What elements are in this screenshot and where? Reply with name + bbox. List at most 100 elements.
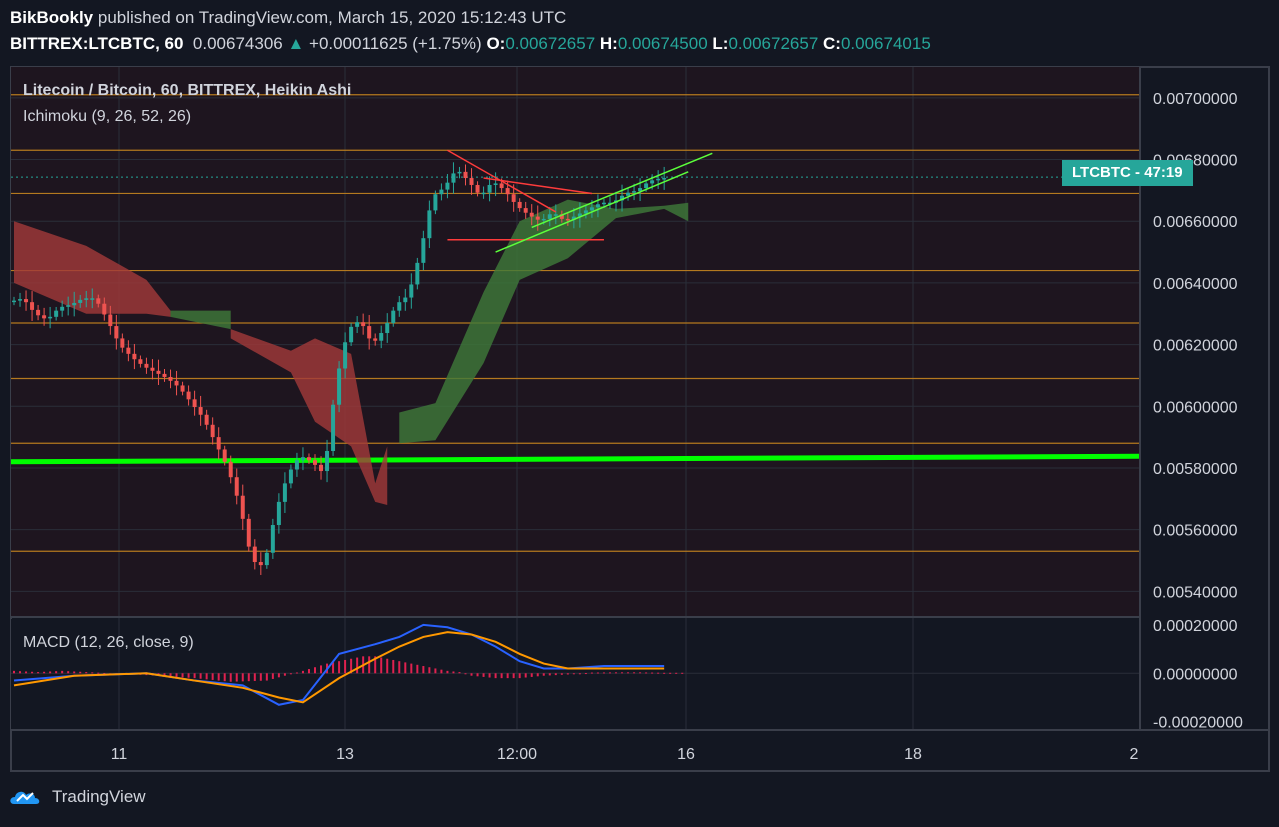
candle-body [78,299,83,303]
candle-body [331,404,336,451]
candle-body [108,314,113,327]
candle-body [72,302,77,306]
candle-body [222,449,227,462]
candle-body [469,178,474,185]
macd-histogram-bar [356,657,359,674]
macd-histogram-bar [530,673,533,677]
macd-histogram-bar [398,661,401,674]
support-line [10,453,1140,465]
price-tick-label: 0.00640000 [1153,276,1238,293]
candle-body [54,310,59,317]
ichimoku-cloud [14,199,689,505]
macd-histogram-bar [217,673,220,681]
candle-body [541,218,546,221]
macd-tick-label: 0.00000000 [1153,666,1238,683]
macd-histogram-bar [241,673,244,682]
cloud-bearish [14,221,171,317]
candle-body [409,284,414,298]
macd-histogram-bar [524,673,527,678]
macd-histogram-bar [91,672,94,674]
time-tick-label: 13 [336,746,354,763]
cloud-bearish [230,329,388,505]
candle-body [662,178,667,180]
macd-histogram-bar [657,672,660,674]
candle-body [577,213,582,217]
macd-histogram-bar [19,671,22,674]
candle-body [48,316,53,319]
candle-body [385,322,390,334]
macd-histogram-bar [404,662,407,674]
candle-body [632,191,637,193]
published-text: published on TradingView.com, March 15, … [97,8,567,27]
macd-histogram-bar [283,673,286,676]
candle-body [535,216,540,220]
candle-body [30,302,35,310]
candle-body [210,424,215,438]
chart-legend-title[interactable]: Litecoin / Bitcoin, 60, BITTREX, Heikin … [23,82,352,99]
author-name[interactable]: BikBookly [10,8,94,27]
candle-body [367,326,372,339]
macd-histogram-bar [464,673,467,675]
candle-body [132,353,137,360]
time-tick-label: 16 [677,746,695,763]
close-label: C: [823,34,841,53]
macd-histogram-bar [500,673,503,679]
candle-body [445,182,450,190]
macd-histogram-bar [247,673,250,682]
candle-body [192,399,197,408]
candle-body [433,194,438,211]
candle-body [288,469,293,484]
candle-body [126,347,131,354]
candle-body [276,501,281,526]
symbol-label: BITTREX:LTCBTC, 60 [10,34,184,53]
candle-body [294,460,299,470]
price-tick-label: 0.00620000 [1153,338,1238,355]
macd-histogram-bar [596,672,599,674]
candle-body [349,326,354,343]
price-axis[interactable]: 0.007000000.006800000.006600000.00640000… [1153,91,1243,732]
candle-body [427,210,432,239]
candle-body [553,214,558,216]
macd-legend[interactable]: MACD (12, 26, close, 9) [23,634,194,651]
macd-histogram-bar [229,673,232,682]
macd-histogram-bar [175,673,178,677]
macd-histogram-bar [615,672,617,674]
candle-body [559,214,564,219]
macd-histogram-bar [392,659,395,674]
candle-body [246,518,251,547]
macd-histogram-bar [380,657,383,674]
macd-histogram-bar [536,673,539,677]
candle-body [517,201,522,209]
price-tick-label: 0.00600000 [1153,399,1238,416]
cloud-bullish [170,310,231,330]
candle-body [90,298,95,300]
macd-histogram-bar [681,672,684,674]
macd-histogram-bar [440,669,443,674]
macd-histogram-bar [55,671,58,674]
macd-histogram-bar [506,673,509,679]
candle-body [174,380,179,386]
candle-body [595,204,600,208]
macd-histogram-bar [320,665,323,674]
candle-body [282,483,287,502]
time-axis[interactable]: 11 13 12:00 16 18 2 [111,746,1139,763]
macd-histogram-bar [584,673,587,675]
ichimoku-legend[interactable]: Ichimoku (9, 26, 52, 26) [23,108,192,125]
macd-histogram-bar [85,672,88,674]
candle-body [42,315,47,319]
macd-histogram-bar [470,673,473,676]
price-tick-label: 0.00660000 [1153,214,1238,231]
last-price: 0.00674306 [192,34,283,53]
candle-body [150,367,155,371]
candle-body [547,214,552,219]
macd-histogram-bar [578,673,581,675]
macd-histogram-bar [49,671,52,674]
candle-body [397,302,402,311]
macd-histogram-bar [645,672,648,674]
macd-histogram-bar [289,673,292,675]
macd-indicator [11,623,1139,706]
tradingview-brand[interactable]: TradingView [8,786,146,808]
macd-histogram-bar [350,658,353,674]
macd-histogram-bar [43,671,46,674]
